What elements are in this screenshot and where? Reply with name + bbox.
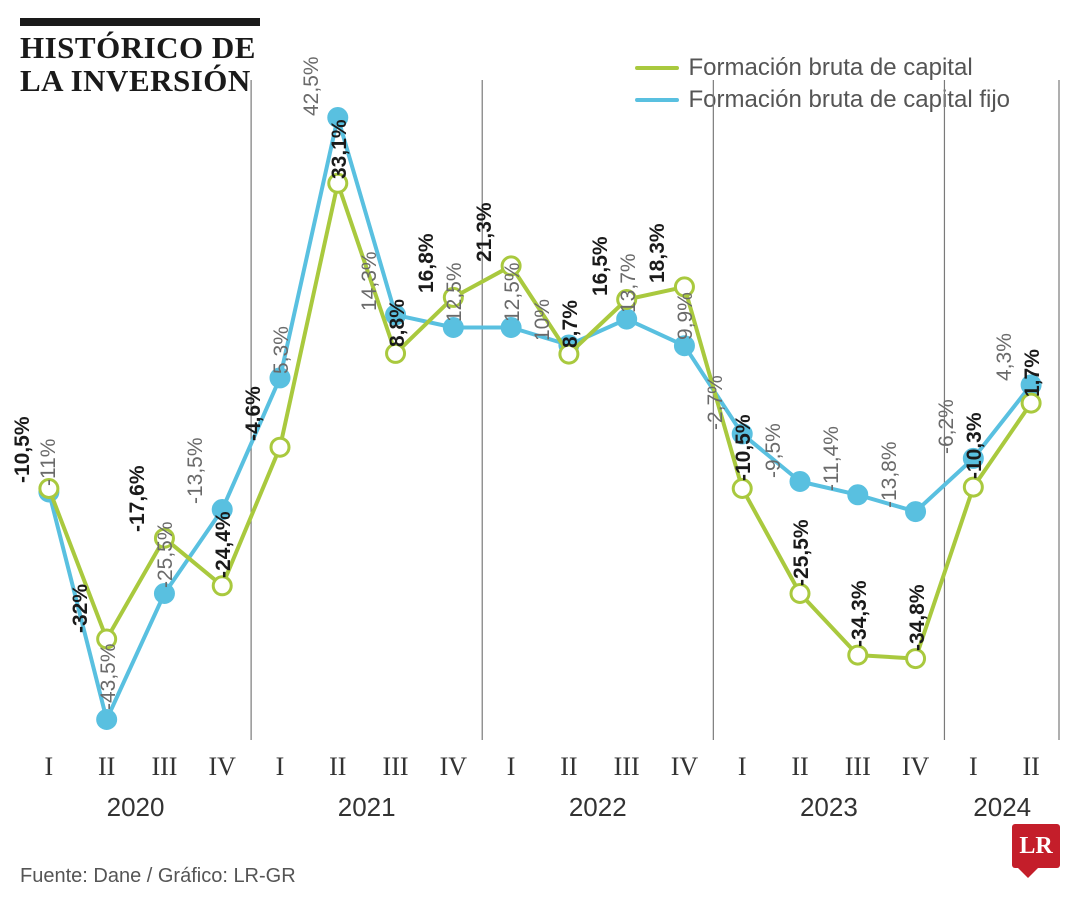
quarter-label: III — [614, 752, 640, 782]
series1-value-label: -10,5% — [11, 416, 35, 483]
series2-value-label: -9,5% — [762, 423, 786, 478]
year-label: 2023 — [800, 792, 858, 823]
quarter-label: II — [1022, 752, 1039, 782]
chart-svg — [20, 80, 1060, 750]
series1-value-label: 8,7% — [559, 300, 583, 348]
quarter-label: III — [845, 752, 871, 782]
series2-value-label: 12,5% — [501, 262, 525, 322]
quarter-label: IV — [671, 752, 698, 782]
quarter-label: II — [791, 752, 808, 782]
title-rule — [20, 18, 260, 26]
series1-value-label: 1,7% — [1021, 349, 1045, 397]
series2-value-label: 9,9% — [674, 292, 698, 340]
quarter-label: I — [738, 752, 747, 782]
series2-value-label: -2,7% — [704, 375, 728, 430]
series1-value-label: 21,3% — [473, 202, 497, 262]
legend-item-1: Formación bruta de capital — [635, 54, 1011, 82]
series1-value-label: -17,6% — [126, 466, 150, 533]
series2-value-label: -6,2% — [935, 400, 959, 455]
series1-value-label: -32% — [69, 584, 93, 633]
quarter-label: IV — [902, 752, 929, 782]
series1-value-label: -24,4% — [212, 511, 236, 578]
quarter-label: IV — [440, 752, 467, 782]
series1-value-label: 16,5% — [589, 236, 613, 296]
year-label: 2020 — [107, 792, 165, 823]
series2-value-label: 5,3% — [270, 326, 294, 374]
series2-value-label: -11% — [37, 439, 61, 486]
quarter-label: IV — [209, 752, 236, 782]
quarter-label: I — [507, 752, 516, 782]
series1-value-label: 18,3% — [646, 223, 670, 283]
series2-value-label: 42,5% — [300, 56, 324, 116]
series1-value-label: 8,8% — [386, 300, 410, 348]
publisher-badge: LR — [1012, 824, 1060, 868]
chart-container: HISTÓRICO DE LA INVERSIÓN Formación brut… — [0, 0, 1080, 900]
series1-value-label: -10,5% — [732, 414, 756, 481]
year-label: 2024 — [973, 792, 1031, 823]
quarter-label: II — [98, 752, 115, 782]
series2-value-label: 14,3% — [358, 251, 382, 311]
quarter-label: I — [276, 752, 285, 782]
year-label: 2021 — [338, 792, 396, 823]
series2-value-label: -11,4% — [820, 426, 844, 491]
series1-value-label: -34,8% — [906, 584, 930, 651]
series1-value-label: -25,5% — [790, 519, 814, 586]
series2-value-label: -43,5% — [97, 643, 121, 710]
series1-value-label: -34,3% — [848, 581, 872, 648]
x-axis-labels: IIIIIIIVIIIIIIIVIIIIIIIVIIIIIIIVIII20202… — [20, 752, 1060, 852]
series2-value-label: 13,7% — [617, 254, 641, 314]
series2-value-label: 10% — [531, 299, 555, 341]
series1-value-label: -4,6% — [242, 386, 266, 441]
legend-label-1: Formación bruta de capital — [689, 54, 973, 82]
source-footer: Fuente: Dane / Gráfico: LR-GR — [20, 865, 296, 888]
series1-value-label: -10,3% — [963, 413, 987, 480]
quarter-label: III — [151, 752, 177, 782]
quarter-label: II — [560, 752, 577, 782]
legend-swatch-1 — [635, 66, 679, 70]
series1-value-label: 33,1% — [328, 120, 352, 180]
series2-value-label: 4,3% — [993, 333, 1017, 381]
series2-value-label: -13,8% — [878, 441, 902, 508]
quarter-label: III — [383, 752, 409, 782]
year-label: 2022 — [569, 792, 627, 823]
chart-plot: -10,5%-11%-32%-43,5%-17,6%-25,5%-24,4%-1… — [20, 80, 1060, 750]
series2-value-label: -25,5% — [154, 521, 178, 588]
quarter-label: II — [329, 752, 346, 782]
series2-value-label: -13,5% — [184, 437, 208, 504]
series1-value-label: 16,8% — [415, 234, 439, 294]
series2-value-label: 12,5% — [443, 262, 467, 322]
quarter-label: I — [969, 752, 978, 782]
quarter-label: I — [45, 752, 54, 782]
title-line-1: HISTÓRICO DE — [20, 30, 256, 65]
